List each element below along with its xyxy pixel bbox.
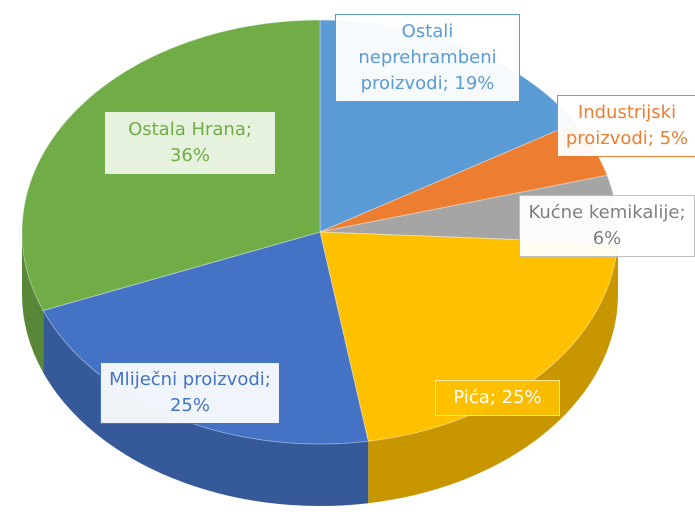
slice-side: [22, 232, 44, 373]
data-label: Mliječni proizvodi; 25%: [100, 362, 280, 424]
slice: [319, 231, 619, 442]
slice-side: [368, 243, 618, 504]
data-label: Industrijski proizvodi; 5%: [557, 95, 695, 157]
data-label: Ostala Hrana; 36%: [105, 112, 275, 174]
slice-side: [43, 310, 369, 506]
data-label: Pića; 25%: [435, 380, 560, 416]
data-label: Kućne kemikalije; 6%: [519, 195, 695, 257]
data-label: Ostali neprehrambeni proizvodi; 19%: [335, 14, 520, 102]
